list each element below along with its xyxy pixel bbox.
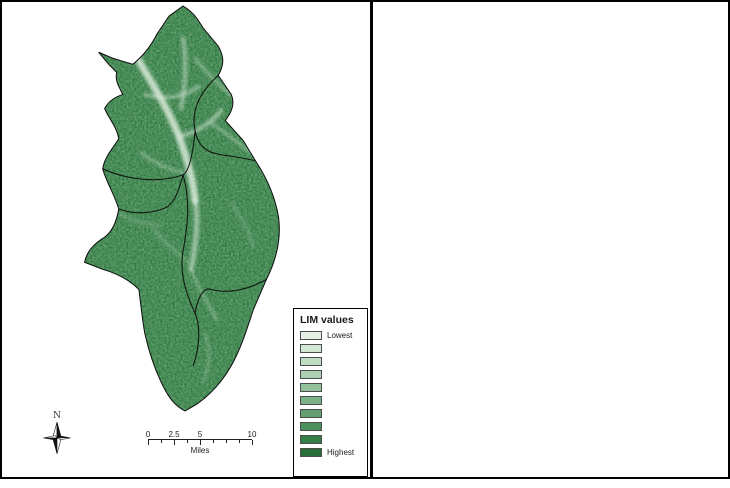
legend-title: LIM values	[300, 314, 354, 326]
legend-row	[300, 396, 363, 405]
legend-row	[300, 409, 363, 418]
scalebar-tick	[174, 440, 175, 445]
legend-swatch	[300, 422, 322, 431]
subwatershed-boundaries	[102, 74, 267, 366]
scale-bar: 0 2.5 5 10 Miles	[145, 430, 257, 455]
north-label: N	[53, 411, 61, 421]
legend-row	[300, 357, 363, 366]
scalebar-tick	[226, 440, 227, 443]
legend-row	[300, 344, 363, 353]
scalebar-tick	[148, 440, 149, 445]
panel-divider	[370, 0, 373, 479]
scalebar-tick-label: 2.5	[168, 430, 180, 439]
legend-swatch	[300, 331, 322, 340]
scalebar-tick	[187, 440, 188, 443]
legend-swatch	[300, 357, 322, 366]
scalebar-unit: Miles	[190, 446, 210, 455]
legend-row: Lowest	[300, 331, 363, 340]
legend-swatch-label: Lowest	[327, 331, 353, 340]
scalebar-tick	[200, 440, 201, 445]
legend-row	[300, 435, 363, 444]
scalebar-tick	[161, 440, 162, 443]
legend-row: Highest	[300, 448, 363, 457]
legend-row	[300, 383, 363, 392]
lim-raster-map	[84, 5, 280, 412]
development-corridors	[117, 36, 255, 383]
scalebar-tick-label: 10	[247, 430, 257, 439]
legend-swatch	[300, 409, 322, 418]
compass-rose-icon	[43, 422, 71, 454]
scalebar-tick-label: 0	[145, 430, 151, 439]
scalebar-tick	[252, 440, 253, 445]
legend-swatch	[300, 435, 322, 444]
legend-row	[300, 422, 363, 431]
scalebar-tick-label: 5	[197, 430, 203, 439]
scalebar-labels: 0 2.5 5 10	[145, 430, 257, 439]
legend-swatch-list: Lowest Highest	[300, 331, 363, 457]
north-arrow: N	[42, 412, 72, 458]
lim-legend: LIM values Lowest Highest	[293, 308, 368, 477]
scalebar-tick	[239, 440, 240, 443]
lim-map-panel: N 0 2.5 5 10 Miles LIM values Lowest Highest	[0, 0, 370, 479]
legend-swatch	[300, 344, 322, 353]
legend-swatch-label: Highest	[327, 448, 355, 457]
legend-row	[300, 370, 363, 379]
scalebar-bar	[148, 439, 253, 446]
scalebar-tick	[213, 440, 214, 443]
legend-swatch	[300, 383, 322, 392]
legend-swatch	[300, 396, 322, 405]
legend-swatch	[300, 448, 322, 457]
legend-swatch	[300, 370, 322, 379]
